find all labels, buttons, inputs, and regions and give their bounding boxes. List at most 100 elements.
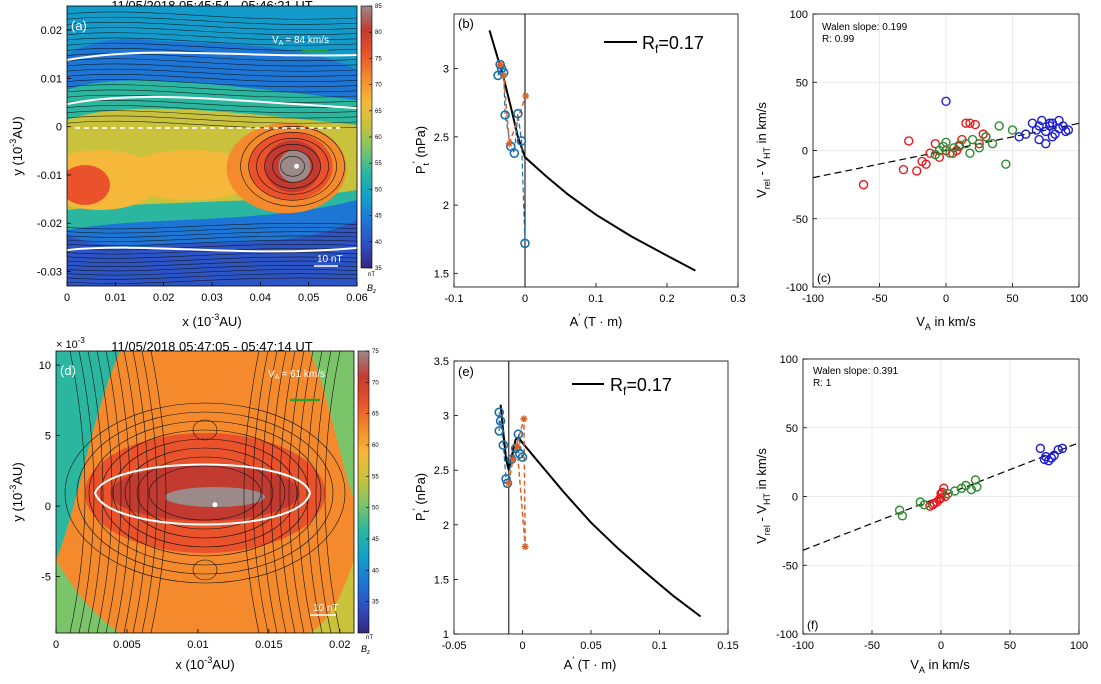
x-tick-label: 0.02	[153, 292, 174, 304]
panel-a-ylabel: y (10-3AU)	[8, 116, 25, 175]
x-tick-label: 0.06	[346, 292, 367, 304]
contour-line	[132, 351, 149, 633]
panel-d-bscale: 10 nT	[310, 603, 339, 616]
panel-d-title: 11/05/2018 05:47:05 - 05:47:14 UT	[111, 339, 312, 354]
blue-point	[941, 96, 951, 107]
contour-line	[67, 53, 357, 62]
orange-point	[513, 442, 521, 450]
blue-point	[1047, 132, 1058, 142]
hot-center	[165, 487, 265, 507]
contour-line	[96, 351, 113, 633]
panel-f-plot: -100 -50 0 50 100 -100 -50 0 50 100	[776, 354, 1088, 652]
red-point	[978, 129, 988, 139]
panel-f-xlabel: VA in km/s	[910, 657, 970, 675]
panel-d-exponent: × 10-3	[56, 336, 85, 351]
y-tick-label: 1	[443, 629, 449, 641]
green-point	[919, 500, 930, 510]
panel-d-map	[56, 351, 354, 633]
contour-line	[114, 351, 131, 633]
panel-b-legend-text: Rf=0.17	[642, 33, 704, 56]
x-tick-label: 0.01	[105, 292, 126, 304]
orange-point	[509, 455, 517, 463]
y-tick-label: 0	[56, 122, 62, 134]
contour-ring	[264, 143, 321, 189]
red-point	[925, 148, 935, 158]
y-tick-label: -50	[782, 560, 798, 572]
panel-b-frame	[453, 13, 739, 288]
contour-line	[87, 351, 104, 633]
contour-line	[67, 74, 357, 82]
contour-line	[67, 63, 357, 72]
x-tick-label: -100	[802, 293, 824, 305]
panel-d-va-annotation: VA = 61 km/s	[268, 369, 325, 402]
colorbar-tick-label: 75	[375, 56, 382, 62]
green-point	[970, 475, 981, 485]
panel-c-r: R: 0.99	[822, 34, 855, 45]
contour-line	[67, 37, 357, 46]
green-point	[1007, 125, 1018, 135]
x-tick-label: 0.3	[730, 293, 745, 305]
green-point	[965, 148, 975, 158]
y-tick-label: 10	[39, 360, 51, 372]
blue-point	[494, 426, 505, 436]
red-point	[858, 179, 869, 190]
panel-d-xlabel: x (10-3AU)	[175, 655, 234, 672]
x-tick-label: -50	[872, 293, 888, 305]
colorbar-tick-label: 55	[375, 161, 382, 167]
x-tick-label: 0	[53, 639, 59, 651]
contour-ring	[192, 419, 218, 441]
blue-point	[1021, 129, 1031, 139]
green-point	[987, 138, 998, 149]
panel-e-xlabel: A′ (T · m)	[564, 655, 617, 672]
y-tick-label: 5	[45, 431, 51, 443]
contour-ring	[76, 411, 334, 575]
red-point	[936, 493, 946, 503]
green-point	[930, 149, 941, 160]
fit-curve	[499, 404, 702, 618]
orange-point	[505, 140, 513, 148]
orange-point	[500, 71, 508, 79]
corner-tr	[310, 351, 354, 500]
y-tick-label: 3	[443, 411, 449, 423]
svg-text:VA= 61 km/s: VA = 61 km/s	[268, 369, 325, 381]
y-tick-label: -100	[776, 629, 798, 641]
panel-e-legend: Rf=0.17	[572, 375, 672, 398]
panel-a-xlabel: x (10-3AU)	[182, 312, 241, 329]
y-tick-label: 0.01	[41, 73, 62, 85]
colorbar-tick-label: 80	[375, 30, 382, 36]
va-rest-a: = 84 km/s	[285, 35, 329, 46]
x-tick-label: 0.02	[329, 639, 350, 651]
contour-line	[67, 227, 357, 234]
contour-line	[261, 351, 278, 633]
x-tick-label: 0	[943, 293, 949, 305]
colorbar-tick-label: 60	[372, 443, 379, 449]
y-tick-label: -0.03	[37, 267, 62, 279]
contour-line	[67, 269, 357, 276]
contour-line	[315, 351, 332, 633]
contour-line	[252, 351, 269, 633]
contour-line	[67, 32, 357, 41]
x-tick-label: 0	[519, 640, 525, 652]
blue-point	[1053, 445, 1064, 455]
contour-line	[67, 239, 357, 247]
blue-point	[498, 440, 509, 450]
panel-f-label: (f)	[807, 618, 818, 632]
contour-line	[67, 265, 357, 272]
va-label-a: V	[272, 35, 279, 46]
contour-line	[270, 351, 287, 633]
x-tick-label: 50	[1006, 293, 1018, 305]
colorbar-tick-label: 50	[372, 506, 379, 512]
contour-line	[67, 252, 357, 259]
panel-a-bscale: 10 nT	[314, 254, 343, 267]
contour-line	[243, 351, 260, 633]
panel-f-r: R: 1	[813, 378, 832, 389]
green-point	[954, 140, 964, 150]
center-point	[212, 502, 218, 508]
blue-point	[1041, 451, 1051, 462]
red-point	[937, 487, 948, 498]
y-tick-label: 1.5	[434, 574, 449, 586]
panel-d: 11/05/2018 05:47:05 - 05:47:14 UT × 10-3…	[8, 336, 379, 672]
green-point	[966, 484, 977, 495]
blue-point	[513, 108, 523, 119]
contour-ring	[256, 137, 329, 195]
